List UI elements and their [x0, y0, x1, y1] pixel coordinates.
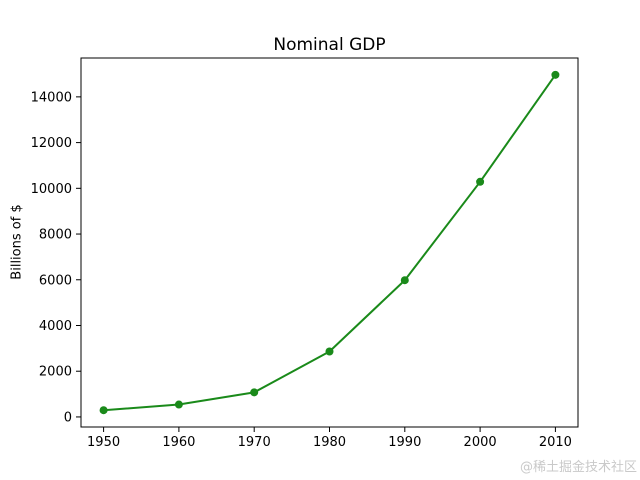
plot-area-spines	[80, 57, 579, 428]
y-tick-label: 14000	[31, 90, 72, 105]
y-axis-label: Billions of $	[9, 204, 25, 280]
gdp-data-point	[400, 276, 409, 285]
watermark-text: @稀土掘金技术社区	[519, 460, 637, 475]
x-tick-label: 1970	[238, 435, 271, 450]
y-tick-label: 12000	[31, 136, 72, 151]
y-tick-label: 6000	[39, 273, 72, 288]
y-tick-label: 2000	[39, 365, 72, 380]
gdp-line	[103, 74, 557, 412]
gdp-data-point	[551, 70, 560, 79]
x-tick-label: 1990	[388, 435, 421, 450]
x-tick-label: 1980	[313, 435, 346, 450]
gdp-data-point	[99, 406, 108, 415]
y-tick-label: 4000	[39, 319, 72, 334]
x-tick-label: 2000	[464, 435, 497, 450]
y-tick-label: 0	[64, 410, 72, 425]
x-tick-label: 1960	[162, 435, 195, 450]
gdp-data-point	[174, 400, 183, 409]
gdp-data-point	[476, 177, 485, 186]
gdp-data-point	[325, 347, 334, 356]
x-tick-label: 2010	[539, 435, 572, 450]
chart-title: Nominal GDP	[273, 35, 386, 55]
gdp-data-point	[250, 388, 259, 397]
x-tick-label: 1950	[87, 435, 120, 450]
y-tick-label: 10000	[31, 182, 72, 197]
y-tick-label: 8000	[39, 228, 72, 243]
